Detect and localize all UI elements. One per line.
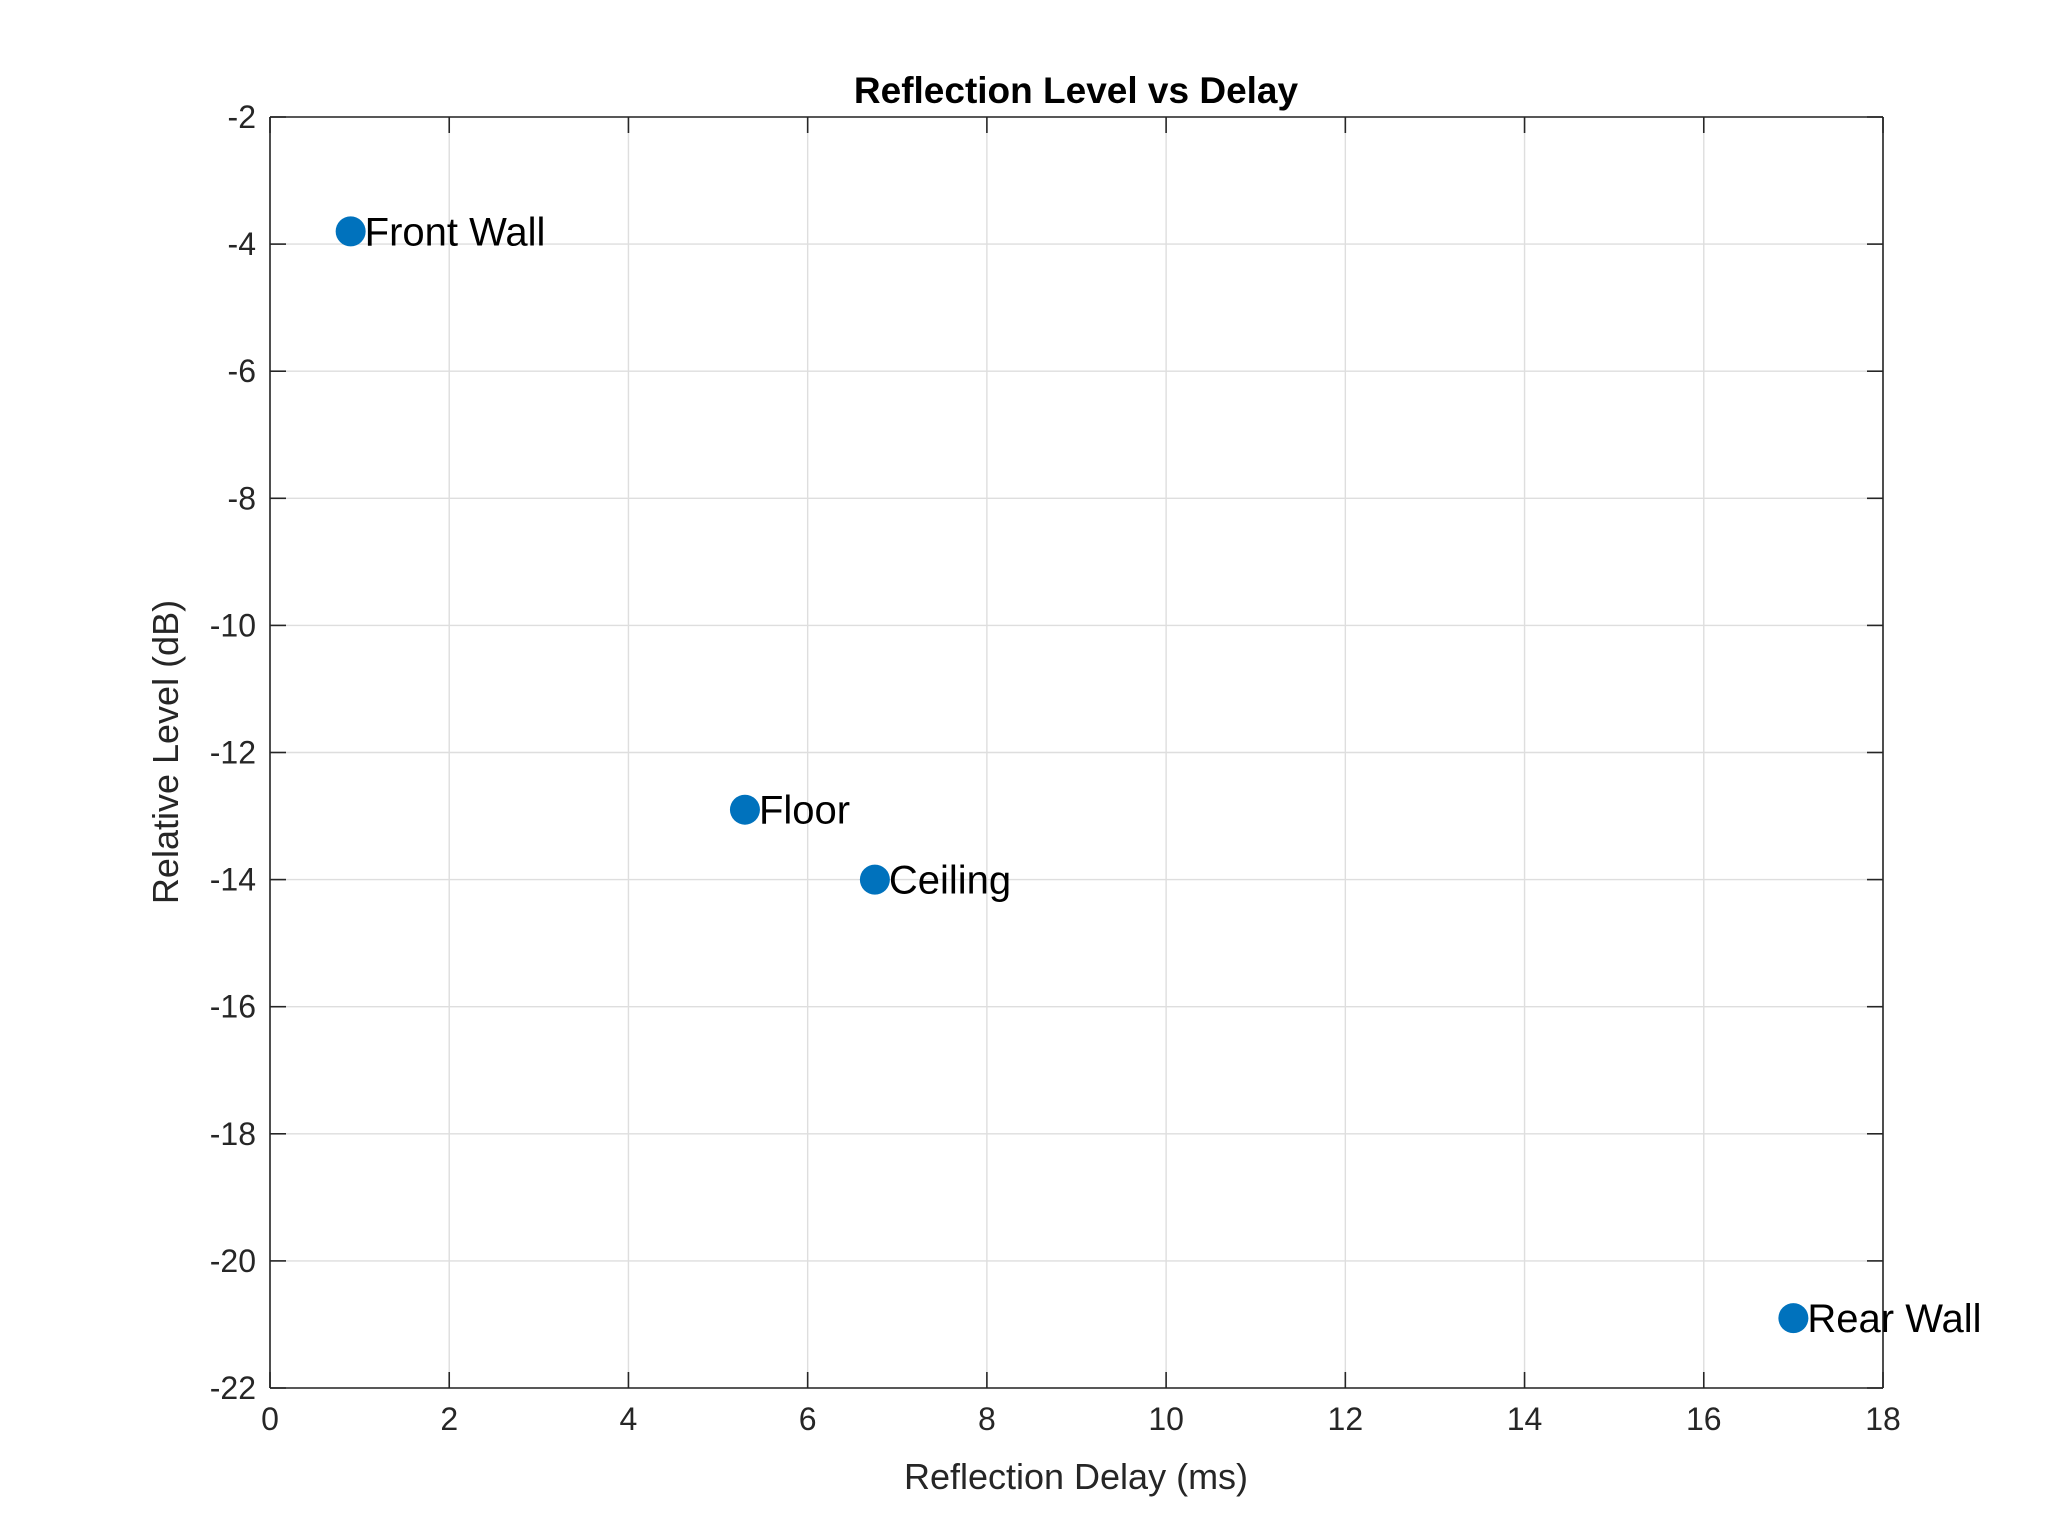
y-tick-label: -6 bbox=[228, 353, 256, 389]
y-tick-label: -20 bbox=[210, 1243, 256, 1279]
grid bbox=[269, 116, 1884, 1389]
y-tick-label: -4 bbox=[228, 226, 256, 262]
y-tick-label: -2 bbox=[228, 99, 256, 135]
y-tick-label: -8 bbox=[228, 480, 256, 516]
data-point bbox=[729, 794, 760, 825]
x-tick-label: 8 bbox=[978, 1401, 996, 1437]
x-tick-label: 4 bbox=[620, 1401, 638, 1437]
y-tick-label: -18 bbox=[210, 1116, 256, 1152]
y-tick-label: -16 bbox=[210, 989, 256, 1025]
x-tick-label: 12 bbox=[1328, 1401, 1364, 1437]
data-point-label: Ceiling bbox=[889, 859, 1011, 903]
y-axis-title: Relative Level (dB) bbox=[145, 600, 186, 904]
data-point bbox=[1778, 1303, 1809, 1334]
y-tick-label: -10 bbox=[210, 607, 256, 643]
chart-title: Reflection Level vs Delay bbox=[854, 70, 1299, 111]
data-point-label: Front Wall bbox=[365, 210, 546, 254]
x-tick-label: 14 bbox=[1507, 1401, 1543, 1437]
y-tick-label: -14 bbox=[210, 862, 256, 898]
x-tick-label: 18 bbox=[1865, 1401, 1901, 1437]
data-point-label: Floor bbox=[759, 789, 850, 833]
x-tick-label: 2 bbox=[440, 1401, 458, 1437]
x-axis-title: Reflection Delay (ms) bbox=[904, 1456, 1248, 1497]
data-point bbox=[859, 864, 890, 895]
ticks: 0 2 4 6 8 10 12 14 16 18 -2 -4 -6 -8 -10 -12 -14 -16 -18 -2… bbox=[210, 99, 1901, 1437]
data-point bbox=[335, 216, 366, 247]
data-point-label: Rear Wall bbox=[1807, 1297, 1981, 1341]
y-tick-label: -22 bbox=[210, 1370, 256, 1406]
x-tick-label: 0 bbox=[261, 1401, 279, 1437]
x-tick-label: 10 bbox=[1148, 1401, 1184, 1437]
x-tick-label: 16 bbox=[1686, 1401, 1722, 1437]
data-points bbox=[335, 216, 1809, 1334]
point-labels: Front Wall Floor Ceiling Rear Wall bbox=[365, 210, 1982, 1341]
y-tick-label: -12 bbox=[210, 735, 256, 771]
x-tick-label: 6 bbox=[799, 1401, 817, 1437]
